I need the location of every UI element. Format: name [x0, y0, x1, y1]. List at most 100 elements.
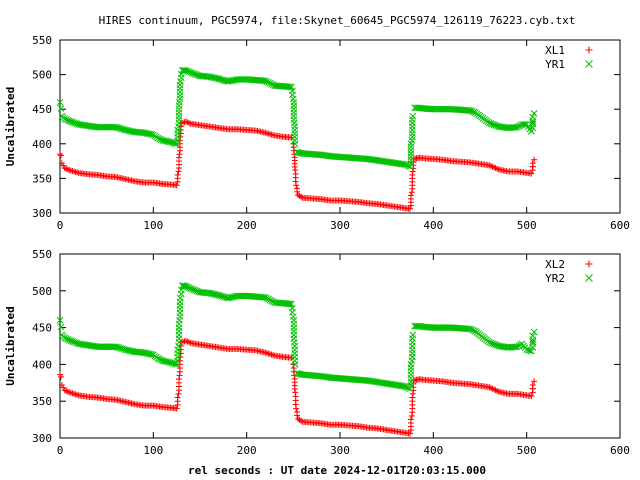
data-point — [408, 126, 416, 134]
data-point — [407, 192, 414, 199]
data-point — [290, 112, 298, 120]
data-point — [470, 108, 478, 116]
data-point — [173, 405, 180, 412]
series-XL2 — [57, 337, 538, 437]
data-point — [531, 378, 538, 385]
x-tick-label: 200 — [237, 444, 257, 457]
data-point — [57, 152, 64, 159]
series-YR2 — [56, 282, 538, 393]
data-point — [57, 151, 63, 158]
data-point — [407, 146, 415, 154]
plot-frame — [59, 39, 621, 214]
data-point — [293, 405, 300, 412]
y-tick-label: 350 — [32, 172, 52, 185]
series-YR1 — [56, 67, 538, 170]
data-point — [291, 123, 299, 130]
y-tick-label: 400 — [32, 358, 52, 371]
data-point — [176, 85, 184, 92]
data-point — [290, 105, 298, 113]
data-point — [263, 78, 271, 85]
data-point — [291, 126, 299, 134]
x-tick-label: 0 — [57, 444, 64, 457]
x-tick-label: 0 — [57, 219, 64, 232]
data-point — [290, 102, 298, 110]
data-point — [290, 109, 298, 117]
legend-marker — [585, 60, 593, 68]
data-point — [291, 140, 299, 148]
data-point — [57, 323, 65, 331]
y-axis-label: Uncalibrated — [4, 87, 17, 166]
data-point — [173, 182, 180, 189]
data-point — [531, 156, 538, 163]
data-point — [409, 112, 417, 120]
data-point — [408, 133, 416, 141]
data-point — [176, 88, 184, 96]
data-point — [57, 373, 64, 380]
data-point — [294, 412, 301, 419]
data-point — [407, 153, 415, 161]
data-point — [407, 143, 415, 151]
data-point — [291, 133, 299, 141]
x-tick-label: 300 — [330, 219, 350, 232]
data-point — [289, 91, 296, 99]
data-point — [408, 119, 416, 127]
data-point — [408, 130, 416, 137]
data-point — [288, 300, 295, 308]
data-point — [520, 121, 527, 128]
x-tick-label: 500 — [517, 219, 537, 232]
chart-panel-1: 0 100 200 300 400 500 600 300 350 400 450 500 550 Unc… — [4, 34, 630, 232]
data-point — [529, 382, 536, 389]
data-point — [528, 393, 535, 400]
x-tick-label: 500 — [517, 444, 537, 457]
y-tick-label: 450 — [32, 103, 52, 116]
data-point — [529, 160, 536, 167]
data-point — [407, 430, 413, 437]
x-tick-label: 300 — [330, 444, 350, 457]
data-point — [409, 331, 417, 339]
data-point — [529, 113, 537, 121]
data-point — [528, 170, 535, 177]
data-point — [186, 339, 193, 346]
legend-label: XL1 — [545, 44, 565, 57]
data-point — [174, 171, 181, 178]
data-point — [180, 282, 187, 290]
data-point — [529, 332, 537, 340]
x-tick-label: 100 — [143, 219, 163, 232]
y-tick-label: 400 — [32, 138, 52, 151]
y-tick-label: 500 — [32, 69, 52, 82]
data-point — [407, 159, 415, 167]
y-tick-label: 500 — [32, 285, 52, 298]
data-point — [58, 382, 65, 389]
data-point — [266, 79, 274, 87]
y-tick-label: 350 — [32, 395, 52, 408]
data-point — [286, 300, 294, 308]
y-tick-label: 550 — [32, 248, 52, 261]
data-point — [265, 79, 272, 86]
y-tick-label: 300 — [32, 207, 52, 220]
x-tick-label: 100 — [143, 444, 163, 457]
plot-frame — [59, 253, 621, 439]
data-point — [60, 384, 67, 391]
y-tick-label: 450 — [32, 322, 52, 335]
data-point — [175, 116, 183, 123]
data-point — [293, 182, 300, 189]
data-point — [286, 83, 294, 91]
data-point — [175, 109, 183, 117]
data-point — [290, 98, 298, 106]
data-point — [291, 130, 299, 137]
data-point — [529, 338, 537, 345]
y-tick-label: 300 — [32, 432, 52, 445]
legend-marker — [585, 46, 593, 54]
data-point — [175, 112, 183, 120]
legend-label: YR1 — [545, 58, 565, 71]
legend-marker — [585, 260, 593, 268]
data-point — [56, 316, 64, 324]
data-point — [176, 92, 184, 99]
x-axis-label: rel seconds : UT date 2024-12-01T20:03:1… — [188, 464, 486, 477]
data-point — [291, 361, 299, 368]
data-point — [57, 105, 65, 112]
data-point — [186, 120, 193, 127]
y-axis-label: Uncalibrated — [4, 306, 17, 385]
x-tick-label: 400 — [423, 444, 443, 457]
